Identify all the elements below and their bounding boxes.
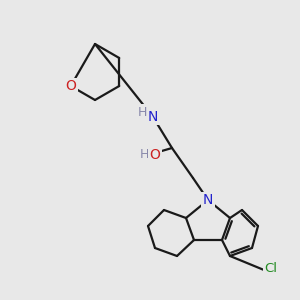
- Text: N: N: [148, 110, 158, 124]
- Text: Cl: Cl: [265, 262, 278, 275]
- Text: H: H: [139, 148, 149, 161]
- Text: O: O: [65, 79, 76, 93]
- Text: H: H: [137, 106, 147, 118]
- Text: N: N: [203, 193, 213, 207]
- Text: O: O: [150, 148, 160, 162]
